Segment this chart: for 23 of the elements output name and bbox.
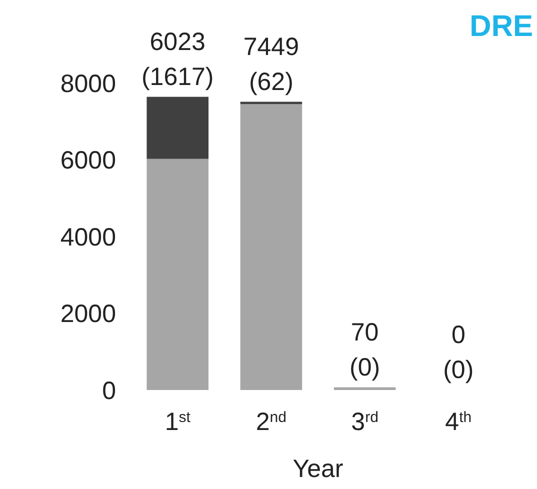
y-tick-label: 6000 <box>60 146 116 174</box>
chart-title: DRE <box>470 10 533 43</box>
bar <box>146 158 208 390</box>
bar <box>146 96 208 159</box>
annotation: 6023 <box>150 28 206 56</box>
x-tick-label: 4$^{th}$ <box>445 408 472 436</box>
data-label: (1617) <box>141 62 214 91</box>
annotation: 0 <box>451 321 466 349</box>
annotation: 7449 <box>243 32 300 61</box>
data-label: (0) <box>443 356 474 384</box>
y-tick-label: 4000 <box>60 223 116 252</box>
bar <box>334 387 396 390</box>
data-label: (0) <box>350 353 380 382</box>
y-tick-label: 2000 <box>60 300 116 328</box>
x-tick-label: 3$^{rd}$ <box>351 408 378 436</box>
x-tick-label: 1$^{st}$ <box>164 408 192 436</box>
x-axis-title: Year <box>292 455 344 483</box>
y-tick-label: 8000 <box>60 70 116 98</box>
annotation: 70 <box>350 318 379 346</box>
bar <box>240 104 302 390</box>
data-label: (62) <box>248 68 294 96</box>
y-tick-label: 0 <box>102 376 116 405</box>
x-tick-label: 2$^{nd}$ <box>256 408 286 436</box>
